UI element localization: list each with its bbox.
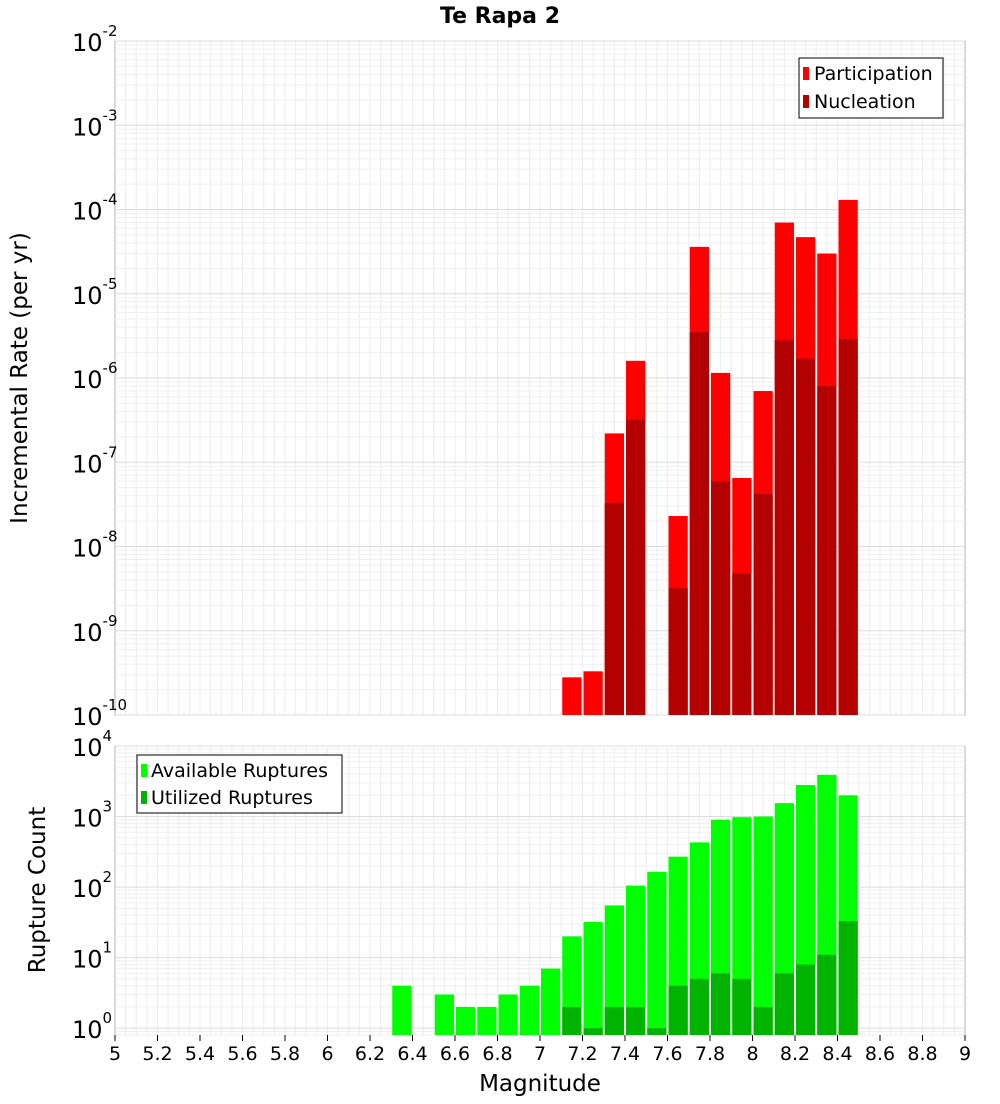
rate-bar-s1 — [583, 671, 603, 715]
x-tick-label: 6.4 — [397, 1043, 427, 1065]
top-y-ticks: 10-10 10-9 10-8 10-7 10-6 10-5 10-4 10-3 10-2 — [72, 22, 127, 731]
count-bar-s1 — [604, 905, 624, 1035]
count-bar-s2 — [626, 1006, 646, 1035]
chart-title: Te Rapa 2 — [440, 4, 560, 29]
bottom-bars — [392, 774, 858, 1035]
count-bar-s2 — [774, 973, 794, 1035]
rate-y-tick-label: 10-5 — [72, 275, 118, 310]
top-legend-box — [798, 57, 944, 119]
rate-bar-s2 — [626, 419, 646, 715]
rate-y-tick-label: 10-4 — [72, 191, 118, 226]
rate-bar-s2 — [753, 493, 773, 715]
legend-label-nucleation: Nucleation — [814, 91, 916, 113]
count-bar-s2 — [817, 954, 837, 1035]
x-tick-label: 6.8 — [482, 1043, 512, 1065]
x-tick-label: 7.4 — [610, 1043, 640, 1065]
count-bar-s2 — [689, 978, 709, 1035]
x-tick-label: 5.2 — [142, 1043, 172, 1065]
count-bar-s1 — [434, 994, 454, 1035]
count-y-tick-label: 100 — [72, 1009, 112, 1044]
rate-bar-s2 — [689, 332, 709, 715]
rate-bar-s2 — [838, 339, 858, 715]
x-tick-label: 7 — [534, 1043, 546, 1065]
count-bar-s2 — [562, 1006, 582, 1035]
rate-bar-s2 — [796, 358, 816, 715]
x-tick-label: 5.8 — [270, 1043, 300, 1065]
count-y-tick-label: 104 — [72, 727, 112, 762]
count-bar-s1 — [498, 994, 518, 1035]
bottom-legend: Available Ruptures Utilized Ruptures — [136, 754, 343, 814]
rate-y-tick-label: 10-9 — [72, 612, 118, 647]
count-bar-s1 — [392, 985, 412, 1035]
count-bar-s1 — [647, 871, 667, 1035]
x-tick-label: 8 — [746, 1043, 758, 1065]
rate-y-tick-label: 10-3 — [72, 106, 118, 141]
x-tick-label: 7.6 — [652, 1043, 682, 1065]
x-tick-label: 5.4 — [185, 1043, 215, 1065]
x-tick-label: 8.6 — [865, 1043, 895, 1065]
bottom-x-ticks: 5 5.2 5.4 5.6 5.8 6 6.2 6.4 6.6 6.8 7 7.2 7.4 7.6 7.8 8… — [109, 1035, 971, 1065]
count-bar-s2 — [796, 964, 816, 1035]
count-bar-s1 — [519, 985, 539, 1035]
rate-y-tick-label: 10-2 — [72, 22, 118, 57]
rate-bar-s2 — [817, 386, 837, 715]
legend-swatch-participation — [803, 67, 809, 80]
count-y-tick-label: 101 — [72, 939, 112, 974]
count-bar-s1 — [583, 921, 603, 1035]
count-bar-s2 — [647, 1028, 667, 1035]
bottom-y-axis-title: Rupture Count — [25, 807, 51, 973]
x-tick-label: 8.8 — [907, 1043, 937, 1065]
top-legend: Participation Nucleation — [798, 57, 944, 119]
count-y-tick-label: 102 — [72, 868, 112, 903]
bottom-y-ticks: 100 101 102 103 104 — [72, 727, 112, 1044]
x-tick-label: 8.4 — [822, 1043, 852, 1065]
legend-label-available: Available Ruptures — [151, 760, 328, 782]
x-tick-label: 6.6 — [440, 1043, 470, 1065]
rate-y-tick-label: 10-10 — [72, 696, 127, 731]
top-bars — [562, 199, 858, 716]
count-bar-s2 — [711, 973, 731, 1035]
rate-bar-s2 — [711, 480, 731, 715]
legend-label-utilized: Utilized Ruptures — [151, 787, 313, 809]
x-tick-label: 8.2 — [780, 1043, 810, 1065]
count-bar-s2 — [753, 1006, 773, 1035]
rate-bar-s2 — [604, 502, 624, 715]
legend-swatch-utilized — [141, 791, 147, 804]
x-tick-label: 5 — [109, 1043, 121, 1065]
top-y-axis-title: Incremental Rate (per yr) — [7, 232, 33, 524]
bottom-legend-box — [136, 754, 343, 814]
x-tick-label: 5.6 — [227, 1043, 257, 1065]
count-bar-s2 — [838, 921, 858, 1035]
count-bar-s1 — [456, 1006, 476, 1035]
count-bar-s2 — [604, 1006, 624, 1035]
x-tick-label: 7.8 — [695, 1043, 725, 1065]
rate-y-tick-label: 10-7 — [72, 443, 118, 478]
rate-bar-s1 — [562, 677, 582, 715]
legend-swatch-available — [141, 764, 147, 777]
x-tick-label: 6.2 — [355, 1043, 385, 1065]
count-bar-s2 — [583, 1028, 603, 1035]
top-panel: 10-10 10-9 10-8 10-7 10-6 10-5 10-4 10-3 10-2 In… — [7, 22, 966, 731]
count-bar-s2 — [668, 985, 688, 1035]
count-bar-s2 — [732, 978, 752, 1035]
bottom-panel: 100 101 102 103 104 5 5.2 5.4 5.6 5.8 6 6.2 6.4 6.6 6… — [25, 727, 971, 1097]
count-bar-s1 — [541, 968, 561, 1035]
rate-bar-s2 — [732, 573, 752, 715]
rate-y-tick-label: 10-6 — [72, 359, 118, 394]
rate-bar-s2 — [668, 588, 688, 715]
count-y-tick-label: 103 — [72, 798, 112, 833]
count-bar-s1 — [753, 816, 773, 1035]
x-axis-title: Magnitude — [479, 1071, 601, 1097]
x-tick-label: 9 — [959, 1043, 971, 1065]
legend-label-participation: Participation — [814, 63, 933, 85]
x-tick-label: 6 — [321, 1043, 333, 1065]
top-gridlines — [115, 40, 965, 716]
legend-swatch-nucleation — [803, 95, 809, 108]
count-bar-s1 — [626, 885, 646, 1035]
rate-y-tick-label: 10-8 — [72, 528, 118, 563]
count-bar-s1 — [477, 1006, 497, 1035]
x-tick-label: 7.2 — [567, 1043, 597, 1065]
rate-bar-s2 — [774, 340, 794, 715]
